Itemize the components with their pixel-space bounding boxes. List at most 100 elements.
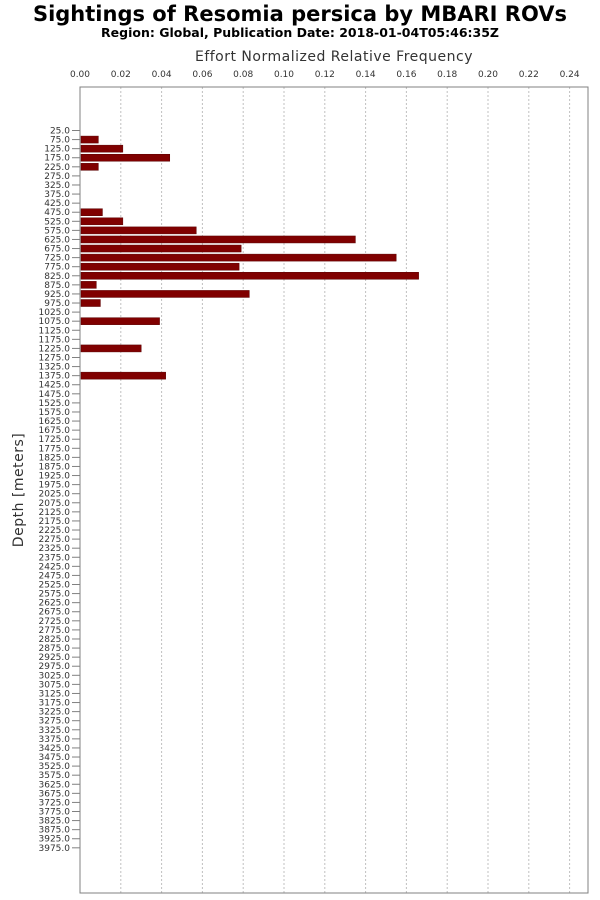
- y-tick-label: 125.0: [44, 145, 70, 155]
- x-tick-label: 0.10: [274, 70, 294, 80]
- y-tick-label: 3575.0: [39, 771, 71, 781]
- y-tick-label: 1625.0: [39, 417, 71, 427]
- y-tick-label: 3075.0: [39, 680, 71, 690]
- y-tick-label: 1025.0: [39, 308, 71, 318]
- y-tick-label: 1725.0: [39, 435, 71, 445]
- y-tick-label: 3875.0: [39, 826, 71, 836]
- y-tick-label: 1225.0: [39, 344, 71, 354]
- y-tick-label: 2025.0: [39, 490, 71, 500]
- bar: [80, 253, 397, 262]
- y-tick-label: 3675.0: [39, 789, 71, 799]
- x-tick-label: 0.12: [315, 70, 335, 80]
- y-tick-label: 3225.0: [39, 708, 71, 718]
- y-tick-label: 1075.0: [39, 317, 71, 327]
- y-tick-label: 2125.0: [39, 508, 71, 518]
- y-tick-label: 3825.0: [39, 817, 71, 827]
- x-tick-label: 0.14: [356, 70, 376, 80]
- x-tick-label: 0.20: [478, 70, 498, 80]
- y-tick-label: 3175.0: [39, 699, 71, 709]
- y-tick-label: 975.0: [44, 299, 70, 309]
- y-tick-label: 725.0: [44, 254, 70, 264]
- y-tick-label: 2625.0: [39, 599, 71, 609]
- y-tick-label: 2975.0: [39, 662, 71, 672]
- y-tick-label: 1675.0: [39, 426, 71, 436]
- y-tick-labels: 25.075.0125.0175.0225.0275.0325.0375.042…: [39, 127, 80, 854]
- y-tick-label: 475.0: [44, 208, 70, 218]
- y-tick-label: 3925.0: [39, 835, 71, 845]
- x-tick-labels: 0.00 0.02 0.04 0.06 0.08 0.10 0.12 0.14 0.16 0.18…: [70, 70, 580, 80]
- y-tick-label: 1325.0: [39, 363, 71, 373]
- y-tick-label: 2325.0: [39, 544, 71, 554]
- y-tick-label: 3475.0: [39, 753, 71, 763]
- y-tick-label: 3325.0: [39, 726, 71, 736]
- y-tick-label: 2725.0: [39, 617, 71, 627]
- y-tick-label: 2775.0: [39, 626, 71, 636]
- y-tick-label: 1825.0: [39, 453, 71, 463]
- y-tick-label: 2875.0: [39, 644, 71, 654]
- y-tick-label: 2475.0: [39, 571, 71, 581]
- bar: [80, 299, 101, 307]
- bar: [80, 163, 99, 171]
- bar: [80, 244, 242, 253]
- plot-frame: [79, 86, 589, 894]
- bar: [80, 371, 166, 380]
- y-tick-label: 2825.0: [39, 635, 71, 645]
- y-tick-label: 775.0: [44, 263, 70, 273]
- bar: [80, 281, 97, 289]
- bar: [80, 208, 103, 216]
- y-tick-label: 3025.0: [39, 671, 71, 681]
- grid: [120, 87, 571, 893]
- y-tick-label: 3125.0: [39, 689, 71, 699]
- y-tick-label: 525.0: [44, 217, 70, 227]
- y-tick-label: 3425.0: [39, 744, 71, 754]
- y-tick-label: 325.0: [44, 181, 70, 191]
- y-tick-label: 2425.0: [39, 562, 71, 572]
- bar: [80, 226, 197, 235]
- y-tick-label: 3375.0: [39, 735, 71, 745]
- bar: [80, 344, 142, 353]
- y-tick-label: 1525.0: [39, 399, 71, 409]
- y-tick-label: 3625.0: [39, 780, 71, 790]
- y-axis-title: Depth [meters]: [11, 433, 27, 547]
- y-tick-label: 875.0: [44, 281, 70, 291]
- x-tick-label: 0.24: [560, 70, 580, 80]
- bar: [80, 262, 240, 271]
- y-tick-label: 275.0: [44, 172, 70, 182]
- bar: [80, 272, 419, 280]
- bar: [80, 317, 160, 325]
- y-tick-label: 1875.0: [39, 462, 71, 472]
- bar: [80, 144, 124, 153]
- y-tick-label: 2275.0: [39, 535, 71, 545]
- y-tick-label: 2525.0: [39, 581, 71, 591]
- y-tick-label: 625.0: [44, 235, 70, 245]
- y-tick-label: 1375.0: [39, 372, 71, 382]
- y-tick-label: 2675.0: [39, 608, 71, 618]
- y-tick-label: 2925.0: [39, 653, 71, 663]
- x-tick-label: 0.06: [192, 70, 212, 80]
- y-tick-label: 1425.0: [39, 381, 71, 391]
- y-tick-label: 1125.0: [39, 326, 71, 336]
- y-tick-label: 3775.0: [39, 808, 71, 818]
- x-tick-label: 0.22: [519, 70, 539, 80]
- bar: [80, 153, 171, 162]
- x-tick-label: 0.18: [437, 70, 457, 80]
- bar: [80, 135, 99, 144]
- y-tick-label: 25.0: [50, 127, 70, 137]
- bars: [80, 135, 419, 380]
- bar: [80, 217, 124, 226]
- y-tick-label: 225.0: [44, 163, 70, 173]
- x-tick-label: 0.08: [233, 70, 253, 80]
- y-tick-label: 1275.0: [39, 354, 71, 364]
- chart-subtitle: Region: Global, Publication Date: 2018-0…: [101, 25, 499, 40]
- y-tick-label: 1175.0: [39, 335, 71, 345]
- chart-title: Sightings of Resomia persica by MBARI RO…: [33, 2, 567, 26]
- y-tick-label: 2575.0: [39, 590, 71, 600]
- y-tick-label: 375.0: [44, 190, 70, 200]
- y-tick-label: 925.0: [44, 290, 70, 300]
- y-tick-label: 2375.0: [39, 553, 71, 563]
- y-tick-label: 75.0: [50, 136, 70, 146]
- y-tick-label: 2225.0: [39, 526, 71, 536]
- y-tick-label: 1575.0: [39, 408, 71, 418]
- x-tick-label: 0.00: [70, 70, 90, 80]
